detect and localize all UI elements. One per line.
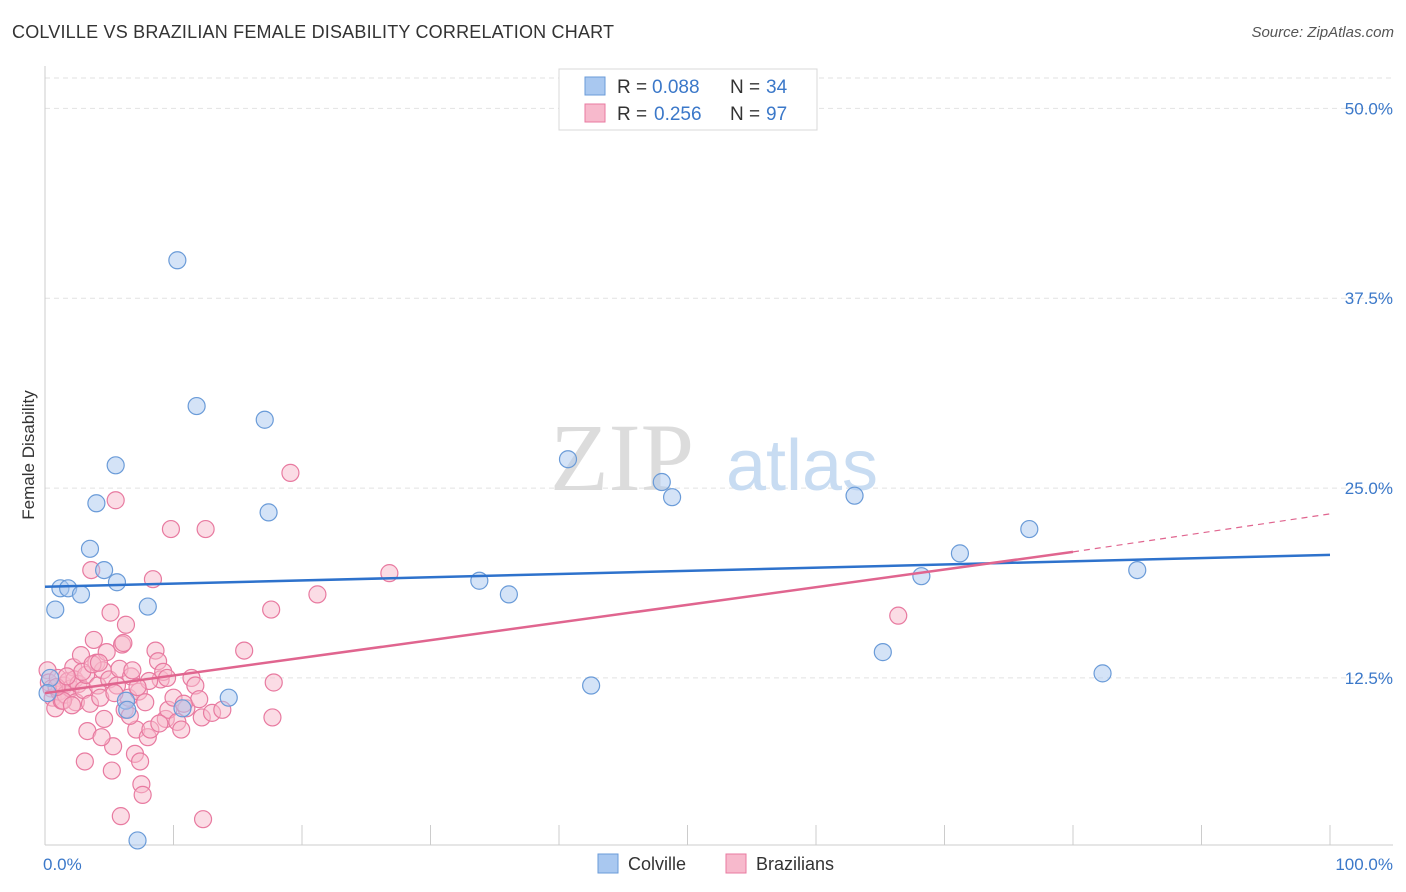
brazilians-point: [263, 708, 282, 727]
brazilians-point: [889, 606, 908, 625]
colville-point: [41, 668, 60, 688]
legend: R = 0.088 N = 34 R = 0.256 N = 97: [558, 68, 818, 131]
colville-point: [912, 567, 931, 586]
colville-point: [652, 472, 671, 492]
colville-point: [558, 450, 578, 469]
brazilians-point: [130, 752, 150, 771]
y-tick-label: 25.0%: [1345, 479, 1393, 498]
brazilians-point: [136, 693, 155, 712]
colville-point: [873, 643, 892, 662]
brazilians-point: [123, 661, 142, 680]
brazilians-point: [106, 491, 125, 510]
brazilians-point: [57, 667, 76, 686]
colville-point: [118, 700, 137, 719]
brazilians-point: [172, 720, 191, 739]
trend-lines: [44, 513, 1331, 695]
brazilians-point: [95, 709, 114, 729]
brazilians-point: [92, 728, 111, 747]
brazilians-point: [89, 653, 109, 672]
brazilians-point: [161, 519, 181, 539]
colville-point: [1128, 560, 1147, 580]
bottom-legend-label-colville: Colville: [628, 854, 686, 874]
chart-title: COLVILLE VS BRAZILIAN FEMALE DISABILITY …: [12, 22, 615, 42]
bottom-legend-swatch-brazilians: [725, 853, 747, 874]
legend-swatch-colville: [584, 76, 606, 96]
legend-n-value: 97: [766, 104, 787, 125]
brazilians-point: [133, 785, 152, 804]
colville-point: [138, 597, 157, 616]
legend-r-value: 0.088: [652, 77, 700, 98]
colville-point: [1020, 519, 1039, 539]
brazilians-point: [102, 761, 121, 780]
colville-point: [173, 699, 192, 718]
colville-point: [168, 251, 187, 270]
legend-r-label: R =: [617, 77, 647, 98]
colville-point: [71, 585, 91, 604]
brazilians-point: [116, 615, 136, 634]
colville-point: [219, 688, 238, 707]
brazilians-point: [75, 752, 94, 771]
colville-point: [128, 831, 147, 850]
axes: [44, 66, 1393, 846]
y-tick-label: 37.5%: [1345, 289, 1393, 308]
grid-lines: [45, 77, 1393, 679]
colville-point: [46, 600, 65, 619]
legend-n-label: N =: [730, 77, 760, 98]
colville-point: [259, 503, 278, 522]
brazilians-trend-line: [44, 550, 1074, 695]
legend-r-value: 0.256: [654, 104, 702, 125]
brazilians-point: [308, 585, 327, 604]
legend-r-label: R =: [617, 104, 647, 125]
brazilians-point: [114, 633, 133, 653]
y-tick-label: 12.5%: [1345, 669, 1393, 688]
colville-point: [80, 539, 100, 558]
colville-point: [87, 494, 106, 513]
brazilians-point: [193, 810, 213, 829]
brazilians-point: [196, 519, 215, 539]
colville-point: [845, 486, 864, 505]
brazilians-point: [128, 677, 147, 697]
colville-point: [95, 560, 114, 580]
brazilians-point: [62, 696, 82, 715]
legend-n-value: 34: [766, 77, 788, 98]
brazilians-point: [150, 714, 169, 733]
brazilians-point: [264, 673, 283, 692]
bottom-legend-swatch-colville: [597, 853, 619, 874]
colville-point: [950, 544, 970, 563]
legend-n-label: N =: [730, 104, 760, 125]
colville-point: [255, 410, 274, 429]
colville-point: [187, 396, 206, 416]
tick-labels: 12.5% 25.0% 37.5% 50.0% 0.0% 100.0%: [43, 99, 1393, 874]
colville-point: [1093, 664, 1112, 683]
y-axis-label: Female Disability: [19, 390, 38, 520]
colville-point: [106, 456, 125, 475]
legend-swatch-brazilians: [584, 103, 606, 123]
brazilians-point: [235, 641, 254, 660]
y-tick-label: 50.0%: [1345, 99, 1393, 118]
colville-point: [662, 488, 682, 507]
brazilians-trend-extension: [1072, 513, 1331, 553]
colville-point: [582, 676, 601, 695]
brazilians-point: [281, 463, 300, 482]
brazilians-point: [101, 603, 120, 622]
brazilians-point: [262, 600, 281, 619]
source-label: Source: ZipAtlas.com: [1251, 24, 1394, 41]
brazilians-point: [190, 690, 209, 709]
brazilians-point: [84, 630, 103, 650]
bottom-legend-label-brazilians: Brazilians: [756, 854, 834, 874]
brazilians-point: [111, 807, 130, 826]
x-tick-label: 0.0%: [43, 855, 82, 874]
colville-trend-line: [44, 553, 1331, 589]
colville-point: [499, 585, 518, 604]
data-points: [38, 251, 1147, 850]
x-tick-label: 100.0%: [1335, 855, 1393, 874]
colville-point: [107, 573, 127, 592]
bottom-legend: Colville Brazilians: [597, 853, 834, 874]
